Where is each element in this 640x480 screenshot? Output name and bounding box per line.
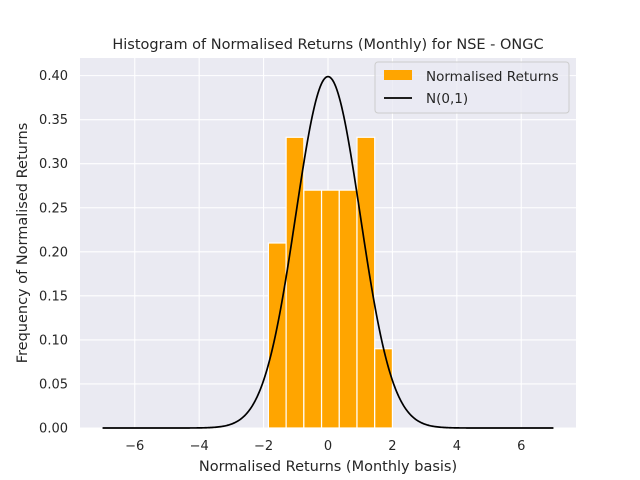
legend-box xyxy=(374,61,570,114)
x-tick-label: −4 xyxy=(190,439,209,454)
y-tick-label: 0.40 xyxy=(39,69,68,84)
x-tick-label: 6 xyxy=(517,439,525,454)
legend-label-histogram: Normalised Returns xyxy=(426,69,559,85)
y-tick-label: 0.35 xyxy=(39,113,68,128)
x-tick-label: −2 xyxy=(254,439,273,454)
histogram-bar xyxy=(356,136,376,429)
y-tick-label: 0.30 xyxy=(39,157,68,172)
legend: Normalised Returns N(0,1) xyxy=(374,61,570,114)
y-axis-ticks: 0.00 0.05 0.10 0.15 0.20 0.25 0.30 0.35 0.40 xyxy=(39,69,68,436)
y-axis-title: Frequency of Normalised Returns xyxy=(15,123,31,364)
x-tick-label: −6 xyxy=(125,439,144,454)
y-tick-label: 0.25 xyxy=(39,201,68,216)
x-axis-title: Normalised Returns (Monthly basis) xyxy=(199,459,457,475)
histogram-bar xyxy=(320,189,340,429)
chart-title: Histogram of Normalised Returns (Monthly… xyxy=(112,37,543,53)
y-tick-label: 0.15 xyxy=(39,289,68,304)
histogram-bar xyxy=(338,189,358,429)
y-tick-label: 0.05 xyxy=(39,377,68,392)
normal-curve xyxy=(102,75,554,429)
legend-label-curve: N(0,1) xyxy=(426,91,468,107)
y-tick-label: 0.20 xyxy=(39,245,68,260)
x-tick-label: 4 xyxy=(453,439,461,454)
x-axis-ticks: −6 −4 −2 0 2 4 6 xyxy=(125,439,525,454)
y-tick-label: 0.00 xyxy=(39,422,68,437)
histogram-bar xyxy=(303,189,323,429)
legend-swatch-histogram xyxy=(384,70,412,80)
histogram-bar xyxy=(374,348,394,429)
x-tick-label: 2 xyxy=(388,439,396,454)
histogram-bar xyxy=(267,242,287,429)
x-tick-label: 0 xyxy=(324,439,332,454)
y-tick-label: 0.10 xyxy=(39,333,68,348)
